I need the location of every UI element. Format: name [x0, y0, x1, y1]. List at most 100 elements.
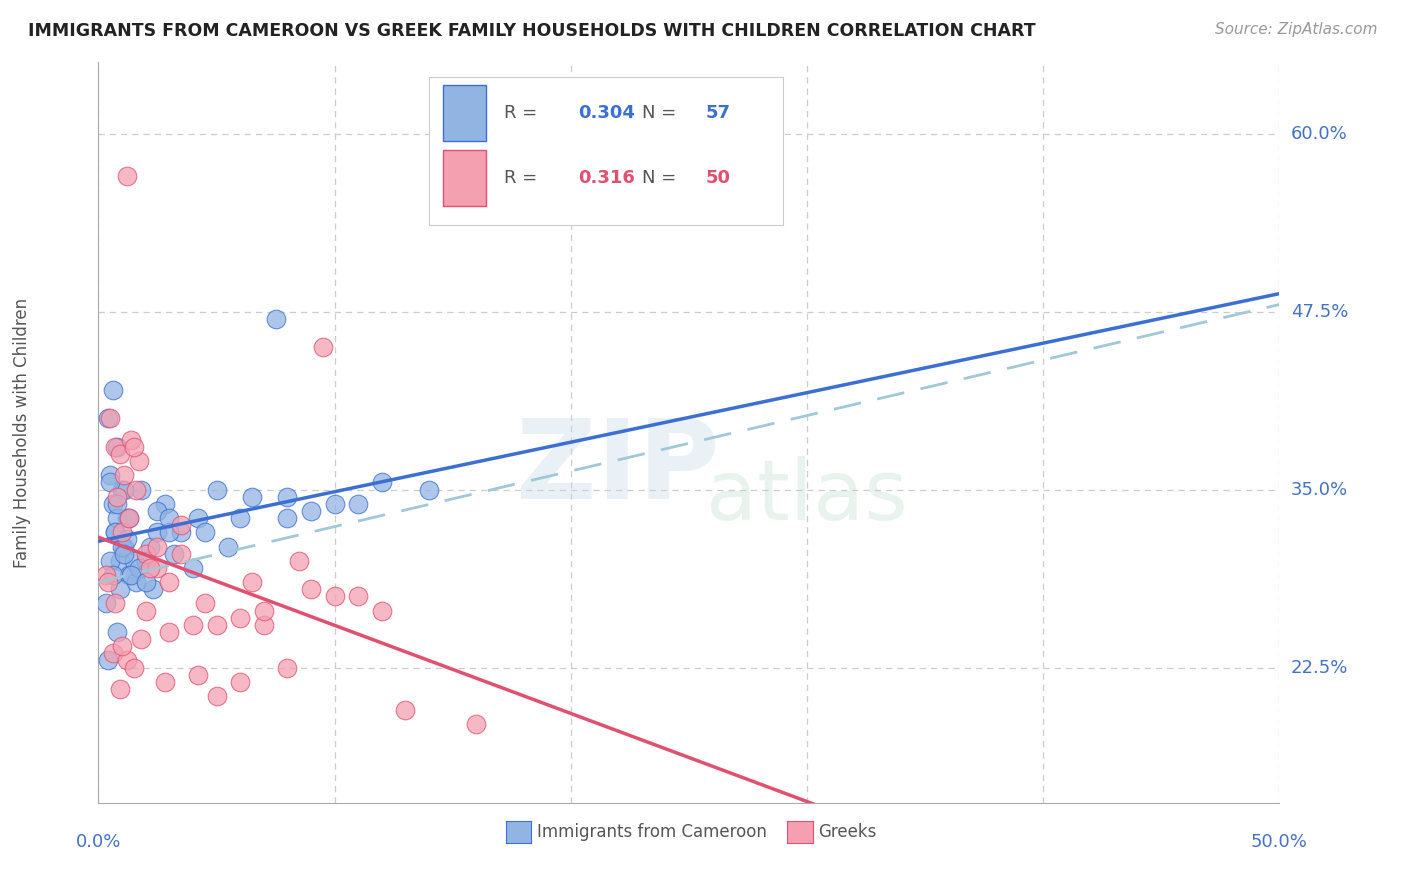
Point — [121, 433, 143, 447]
Point — [139, 540, 162, 554]
Point — [146, 540, 169, 554]
Point — [98, 475, 121, 490]
Point — [170, 547, 193, 561]
Point — [135, 554, 157, 568]
Point — [128, 561, 150, 575]
Point — [217, 540, 239, 554]
Point — [135, 575, 157, 590]
Point — [108, 582, 131, 597]
Point — [98, 468, 121, 483]
Point — [105, 624, 128, 639]
Point — [229, 610, 252, 624]
Point — [139, 561, 162, 575]
Point — [205, 689, 228, 703]
Point — [121, 568, 143, 582]
Point — [465, 717, 488, 731]
Point — [170, 518, 193, 533]
Point — [118, 568, 141, 582]
Point — [101, 497, 124, 511]
Point — [194, 597, 217, 611]
Point — [94, 597, 117, 611]
Point — [98, 411, 121, 425]
Point — [264, 311, 287, 326]
Point — [115, 533, 138, 547]
Point — [276, 511, 298, 525]
Text: IMMIGRANTS FROM CAMEROON VS GREEK FAMILY HOUSEHOLDS WITH CHILDREN CORRELATION CH: IMMIGRANTS FROM CAMEROON VS GREEK FAMILY… — [28, 22, 1036, 40]
Point — [146, 525, 169, 540]
Text: 50.0%: 50.0% — [1251, 833, 1308, 851]
Point — [101, 646, 124, 660]
Point — [181, 561, 204, 575]
Point — [371, 604, 394, 618]
Point — [240, 575, 263, 590]
Point — [299, 582, 322, 597]
Text: Family Households with Children: Family Households with Children — [13, 298, 31, 567]
Point — [205, 483, 228, 497]
Point — [122, 440, 145, 454]
Point — [418, 483, 440, 497]
Point — [98, 554, 121, 568]
Point — [105, 497, 128, 511]
Point — [394, 703, 416, 717]
Point — [229, 511, 252, 525]
Point — [122, 660, 145, 674]
Point — [104, 597, 127, 611]
Point — [112, 540, 135, 554]
Point — [105, 440, 128, 454]
Point — [194, 525, 217, 540]
Point — [125, 575, 148, 590]
Text: 35.0%: 35.0% — [1291, 481, 1348, 499]
Point — [122, 554, 145, 568]
Point — [157, 575, 180, 590]
Point — [135, 547, 157, 561]
Point — [253, 604, 276, 618]
Point — [347, 497, 370, 511]
Point — [299, 504, 322, 518]
Point — [253, 617, 276, 632]
Point — [94, 568, 117, 582]
Point — [115, 511, 138, 525]
Point — [111, 540, 134, 554]
Point — [157, 511, 180, 525]
Text: 47.5%: 47.5% — [1291, 302, 1348, 320]
Point — [115, 169, 138, 184]
Text: ZIP: ZIP — [516, 415, 720, 522]
Point — [229, 674, 252, 689]
Point — [135, 604, 157, 618]
Point — [105, 511, 128, 525]
Point — [104, 440, 127, 454]
Point — [97, 653, 120, 667]
Point — [105, 490, 128, 504]
Point — [153, 497, 176, 511]
Point — [108, 447, 131, 461]
Point — [157, 525, 180, 540]
Point — [181, 617, 204, 632]
Point — [146, 561, 169, 575]
Point — [112, 483, 135, 497]
Point — [323, 590, 346, 604]
Point — [163, 547, 186, 561]
Point — [288, 554, 311, 568]
Point — [112, 468, 135, 483]
Point — [112, 547, 135, 561]
Point — [111, 639, 134, 653]
Text: Source: ZipAtlas.com: Source: ZipAtlas.com — [1215, 22, 1378, 37]
Text: 22.5%: 22.5% — [1291, 658, 1348, 676]
Text: 60.0%: 60.0% — [1291, 125, 1347, 143]
Point — [240, 490, 263, 504]
Point — [187, 667, 209, 681]
Point — [153, 674, 176, 689]
Point — [347, 590, 370, 604]
Point — [118, 511, 141, 525]
Point — [157, 624, 180, 639]
Text: Greeks: Greeks — [818, 823, 877, 841]
Point — [187, 511, 209, 525]
Point — [129, 483, 152, 497]
Point — [97, 575, 120, 590]
Point — [276, 660, 298, 674]
Point — [97, 411, 120, 425]
Point — [142, 582, 165, 597]
Point — [104, 525, 127, 540]
Point — [101, 383, 124, 397]
Point — [101, 568, 124, 582]
